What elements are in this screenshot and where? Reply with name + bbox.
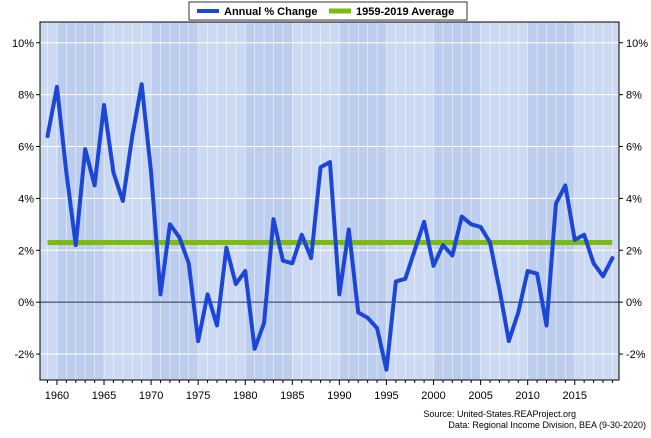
- y-tick-label-left: 10%: [12, 38, 34, 50]
- x-tick-label: 2005: [468, 390, 492, 402]
- y-tick-label-right: 6%: [626, 142, 642, 154]
- y-tick-label-left: 0%: [18, 297, 34, 309]
- y-tick-label-right: 10%: [626, 38, 648, 50]
- y-tick-label-right: 2%: [626, 245, 642, 257]
- y-tick-label-right: 0%: [626, 297, 642, 309]
- y-tick-label-right: 4%: [626, 193, 642, 205]
- y-tick-label-left: 4%: [18, 193, 34, 205]
- x-tick-label: 1990: [327, 390, 351, 402]
- legend-box: [188, 1, 468, 21]
- y-tick-label-left: -2%: [14, 349, 34, 361]
- x-tick-label: 1980: [233, 390, 257, 402]
- year-band: [151, 22, 199, 380]
- x-tick-label: 1970: [139, 390, 163, 402]
- y-tick-label-right: 8%: [626, 90, 642, 102]
- y-tick-label-left: 6%: [18, 142, 34, 154]
- year-band: [433, 22, 481, 380]
- plot-area: [40, 22, 619, 380]
- x-tick-label: 1975: [186, 390, 210, 402]
- source-line-2: Data: Regional Income Division, BEA (9-3…: [448, 420, 646, 430]
- legend: Annual % Change 1959-2019 Average: [188, 1, 468, 21]
- x-tick-label: 1985: [280, 390, 304, 402]
- plot-background: [40, 22, 619, 380]
- x-tick-label: 2000: [421, 390, 445, 402]
- axes: -2% -2% 0% 0% 2% 2% 4% 4% 6% 6% 8% 8% 10% 10% 1960 1965…: [12, 21, 648, 402]
- y-tick-label-left: 2%: [18, 245, 34, 257]
- x-tick-label: 1965: [92, 390, 116, 402]
- legend-label-annual-change: Annual % Change: [224, 6, 318, 18]
- plot-frame: [39, 21, 620, 381]
- y-tick-label-right: -2%: [626, 349, 646, 361]
- legend-label-average: 1959-2019 Average: [356, 6, 454, 18]
- x-tick-label: 2015: [563, 390, 587, 402]
- source-line-1: Source: United-States.REAProject.org: [423, 409, 576, 419]
- year-band: [339, 22, 387, 380]
- series-layer: [45, 82, 615, 372]
- series-line-annual-change: [45, 82, 615, 372]
- x-tick-label: 2010: [515, 390, 539, 402]
- x-tick-label: 1960: [45, 390, 69, 402]
- x-tick-label: 1995: [374, 390, 398, 402]
- y-tick-label-left: 8%: [18, 90, 34, 102]
